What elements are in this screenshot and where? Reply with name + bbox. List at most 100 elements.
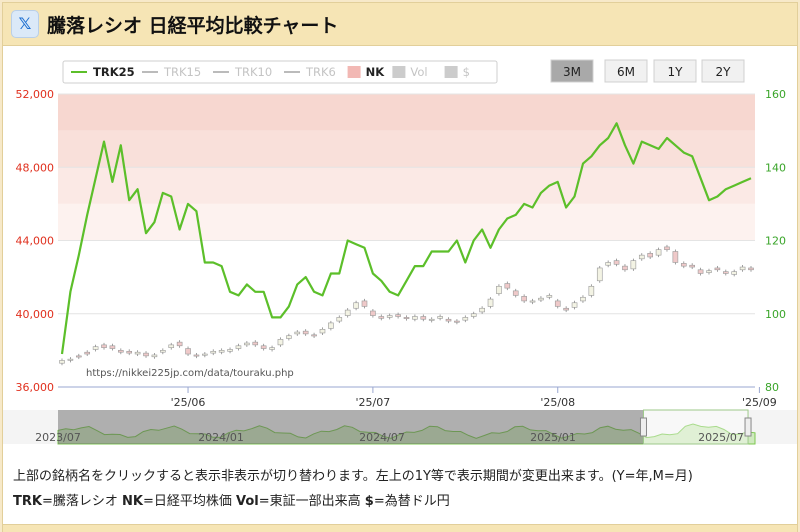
nk-candle [706,270,712,273]
nk-candle [588,285,595,296]
nk-candle [193,354,200,357]
ratio-band-2 [58,167,755,204]
range-button-2y[interactable]: 2Y [701,59,745,83]
range-button-bg [550,59,594,83]
chart-header: 𝕏 騰落レシオ 日経平均比較チャート [3,3,797,46]
nk-candle [554,300,561,307]
legend-item-trk15[interactable]: TRK15 [142,65,201,79]
legend-box-swatch [347,66,361,78]
legend-item-trk10[interactable]: TRK10 [213,65,272,79]
nk-candle [538,297,544,301]
abbr-trk-desc: =騰落レシオ [41,494,122,509]
range-button-6m[interactable]: 6M [604,59,648,83]
nk-candle [160,350,166,353]
trk25-series-line [60,122,752,355]
nk-candle [311,334,317,337]
nk-candle [571,302,578,308]
left-axis-tick: 44,000 [16,235,55,248]
abbr-trk-key: TRK [13,494,42,509]
nk-candle [244,342,250,346]
nk-candle [647,253,653,258]
navigator-handle-right[interactable] [744,417,752,437]
nk-candle [227,349,233,352]
right-axis-tick: 140 [765,161,786,174]
range-button-1y[interactable]: 1Y [653,59,697,83]
nk-candle [748,267,754,271]
legend-label: TRK15 [163,65,201,79]
navigator-label: 2023/07 [35,431,81,444]
nk-candle [714,267,721,271]
nk-candle [84,351,91,355]
navigator-unselected-mask [58,410,644,444]
nk-candle [353,302,359,309]
range-button-label: 3M [563,65,581,79]
abbr-usd-desc: =為替ドル円 [373,494,450,509]
right-axis-tick: 100 [765,308,786,321]
x-axis-tick: '25/09 [742,396,777,409]
ratio-band-1 [58,130,755,168]
chart-title: 騰落レシオ 日経平均比較チャート [47,15,339,37]
nk-candle [118,350,124,353]
nk-candle [361,300,368,307]
nk-candle [445,318,452,322]
x-share-icon[interactable]: 𝕏 [11,10,39,38]
nk-candle [143,352,149,357]
nk-candle [59,360,65,364]
nk-candle [67,358,74,361]
legend-label: TRK6 [305,65,336,79]
nk-candle [428,318,435,321]
nk-candle [412,316,418,320]
ratio-band-0 [58,94,755,131]
nk-candle [655,249,662,256]
abbr-nk-key: NK [121,494,143,509]
nk-candle [437,316,443,319]
nk-candle [454,320,460,323]
nk-candle [487,298,494,307]
range-button-3m[interactable]: 3M [550,59,594,83]
x-axis-tick: '25/08 [540,396,575,409]
right-axis-tick: 120 [765,235,786,248]
nk-candle [403,317,410,319]
legend-frame [62,60,498,84]
nk-candle [521,296,527,302]
navigator-label: 2024/07 [359,431,405,444]
nk-candle [269,347,275,350]
legend-label: Vol [410,65,427,79]
abbr-usd-key: $ [364,494,374,509]
nk-candle [731,271,737,275]
nk-candle [605,262,611,266]
navigator-selection[interactable] [642,409,749,445]
navigator-series [57,423,756,445]
navigator-handle-left[interactable] [639,417,647,437]
left-axis-tick: 52,000 [16,88,55,101]
legend-label: TRK10 [234,65,272,79]
abbr-nk-desc: =日経平均株価 [142,494,236,509]
nk-candle [378,316,385,319]
nk-candle [664,246,670,250]
legend-item-nk[interactable]: NK [347,65,386,79]
nk-candle [260,345,267,349]
nk-candle [496,285,502,294]
right-axis-tick: 160 [765,88,786,101]
nk-candle [336,317,343,322]
nk-candle [126,350,133,354]
nk-candle [185,348,191,355]
nk-candle [202,353,208,356]
nk-candle [344,309,351,316]
nk-candle [504,283,511,289]
nk-candle [596,267,603,282]
nk-candle [151,354,158,358]
nk-candle [210,350,217,354]
legend-label: NK [366,65,386,79]
nk-candle [302,330,309,335]
nk-candle [563,307,569,311]
legend-item-usd[interactable]: $ [444,65,470,79]
nk-candle [328,322,334,329]
legend-item-vol[interactable]: Vol [392,65,428,79]
legend-item-trk25[interactable]: TRK25 [71,65,135,79]
legend-item-trk6[interactable]: TRK6 [284,65,336,79]
navigator-label: 2025/01 [530,431,576,444]
nk-candle [689,264,695,268]
nk-candle [386,315,393,318]
